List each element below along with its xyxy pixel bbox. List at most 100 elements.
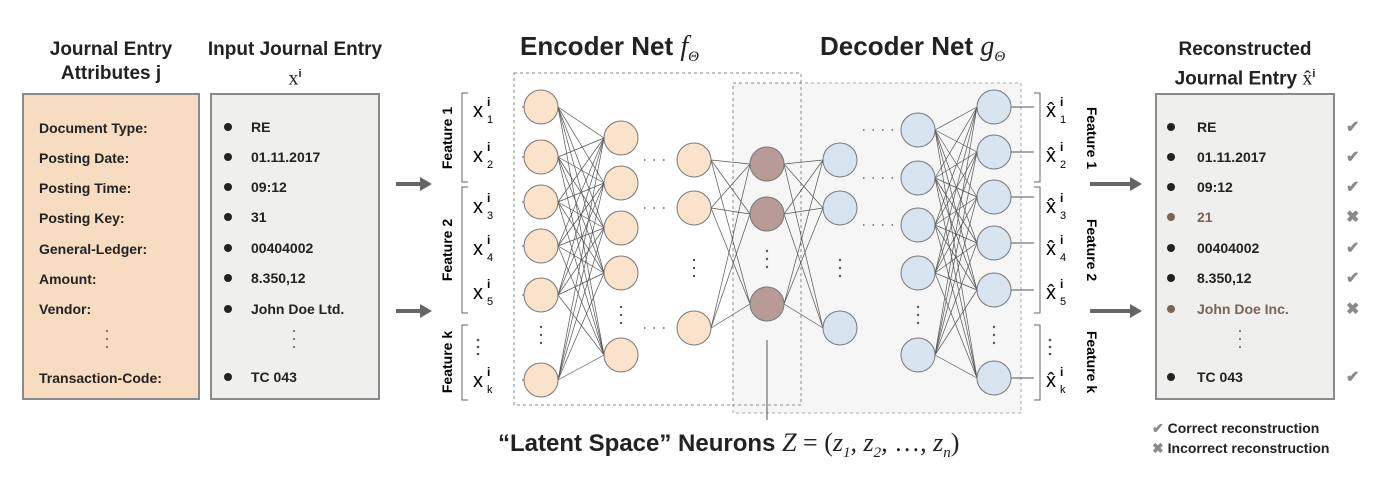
vertical-dots xyxy=(692,274,696,278)
output-value: TC 043 xyxy=(1197,369,1243,385)
connection-edge xyxy=(557,354,605,381)
input-value: 01.11.2017 xyxy=(251,149,321,165)
connection-edge xyxy=(934,106,978,179)
decoder-neuron xyxy=(976,89,1012,125)
bullet-icon xyxy=(224,183,232,191)
arrow-icon xyxy=(1090,177,1142,191)
legend-correct-label: Correct reconstruction xyxy=(1167,420,1320,436)
connection-edge xyxy=(557,137,605,381)
feature-symbol: x xyxy=(473,282,483,304)
latent-ellipsis: … xyxy=(894,428,921,457)
connection-edge xyxy=(934,272,978,291)
feature-label: Feature 2 xyxy=(1084,219,1100,281)
feature-bracket xyxy=(461,92,468,183)
feature-symbol: x xyxy=(473,196,483,218)
connection-edge xyxy=(783,213,824,329)
vertical-dots xyxy=(992,325,996,329)
vertical-dots xyxy=(692,258,696,262)
cross-icon: ✖ xyxy=(1346,209,1360,226)
decoder-neuron xyxy=(900,160,936,196)
feature-symbol-sub: 4 xyxy=(1060,252,1066,264)
ellipsis-dots xyxy=(293,330,297,354)
decoder-neuron xyxy=(900,207,936,243)
bullet-icon xyxy=(224,305,232,313)
connection-edge xyxy=(710,303,751,329)
attribute-label: Document Type: xyxy=(39,120,148,136)
check-icon: ✔ xyxy=(1346,369,1360,386)
connection-edge xyxy=(934,151,978,356)
vertical-dots xyxy=(992,341,996,345)
decoder-symbol: g xyxy=(980,31,995,62)
encoder-neuron xyxy=(676,310,712,346)
output-value: 01.11.2017 xyxy=(1197,149,1267,165)
connection-edge xyxy=(934,106,978,356)
feature-symbol-sub: 2 xyxy=(487,159,493,171)
arrow-icon xyxy=(396,177,432,191)
latent-zn: z xyxy=(933,428,944,457)
attribute-label: Transaction-Code: xyxy=(39,370,162,386)
feature-symbol-sup: i xyxy=(1060,95,1063,109)
feature-bracket xyxy=(1034,324,1041,401)
vertical-dots xyxy=(992,333,996,337)
ellipsis-dots xyxy=(106,330,110,354)
vertical-dots xyxy=(476,345,480,349)
connection-edge xyxy=(934,242,978,274)
encoder-neuron xyxy=(603,165,639,201)
connection-edge xyxy=(783,207,824,305)
vertical-dots xyxy=(765,257,769,261)
input-symbol-sup: i xyxy=(298,68,302,80)
feature-symbol-sup: i xyxy=(1060,191,1063,205)
encoder-header-text: Encoder Net xyxy=(520,31,674,61)
input-value: RE xyxy=(251,119,271,135)
feature-symbol: x̂ xyxy=(1046,196,1056,218)
connection-edge xyxy=(557,106,605,184)
decoder-neuron xyxy=(900,112,936,148)
input-entry-panel xyxy=(210,93,380,400)
latent-neuron xyxy=(749,286,785,322)
connection-edge xyxy=(934,106,978,131)
vertical-dots xyxy=(539,325,543,329)
latent-z2-sub: 2 xyxy=(873,445,882,462)
connection-edge xyxy=(783,163,824,209)
connection-edge xyxy=(557,137,605,158)
decoder-header: Decoder Net gΘ xyxy=(820,31,1040,69)
feature-label: Feature 2 xyxy=(439,219,455,281)
check-icon: ✔ xyxy=(1346,240,1360,257)
connection-edge xyxy=(557,106,605,229)
vertical-dots xyxy=(692,266,696,270)
connection-edge xyxy=(557,137,605,247)
decoder-neuron xyxy=(976,179,1012,215)
connection-edge xyxy=(557,182,605,381)
encoder-neuron xyxy=(676,142,712,178)
latent-frame xyxy=(732,82,802,406)
feature-bracket xyxy=(1034,186,1041,314)
attribute-label: Amount: xyxy=(39,271,97,287)
feature-label: Feature 1 xyxy=(1084,107,1100,169)
connection-edge xyxy=(783,159,824,165)
bullet-icon xyxy=(1167,373,1175,381)
connection-edge xyxy=(934,196,978,274)
feature-symbol: x xyxy=(473,100,483,122)
output-value: 8.350,12 xyxy=(1197,270,1252,286)
connection-edge xyxy=(934,151,978,274)
latent-formula: Z = (z1, z2, …, zn) xyxy=(782,428,960,462)
legend-incorrect: ✖ Incorrect reconstruction xyxy=(1152,440,1329,457)
latent-eq: = ( xyxy=(796,428,833,457)
attribute-label: Vendor: xyxy=(39,301,92,317)
connection-edge xyxy=(934,242,978,356)
feature-symbol-sup: i xyxy=(1060,140,1063,154)
feature-label: Feature 1 xyxy=(439,107,455,169)
input-header-text: Input Journal Entry xyxy=(207,39,383,60)
latent-z1-sub: 1 xyxy=(843,445,851,462)
input-value: 09:12 xyxy=(251,179,287,195)
latent-neuron xyxy=(749,146,785,182)
attributes-header-text: Journal Entry Attributes j xyxy=(49,39,173,84)
bullet-icon xyxy=(1167,213,1175,221)
encoder-neuron xyxy=(523,139,559,175)
bullet-icon xyxy=(1167,305,1175,313)
vertical-dots xyxy=(619,321,623,325)
feature-symbol-sub: k xyxy=(1060,384,1066,396)
attribute-label: Posting Time: xyxy=(39,180,132,196)
encoder-neuron xyxy=(603,120,639,156)
